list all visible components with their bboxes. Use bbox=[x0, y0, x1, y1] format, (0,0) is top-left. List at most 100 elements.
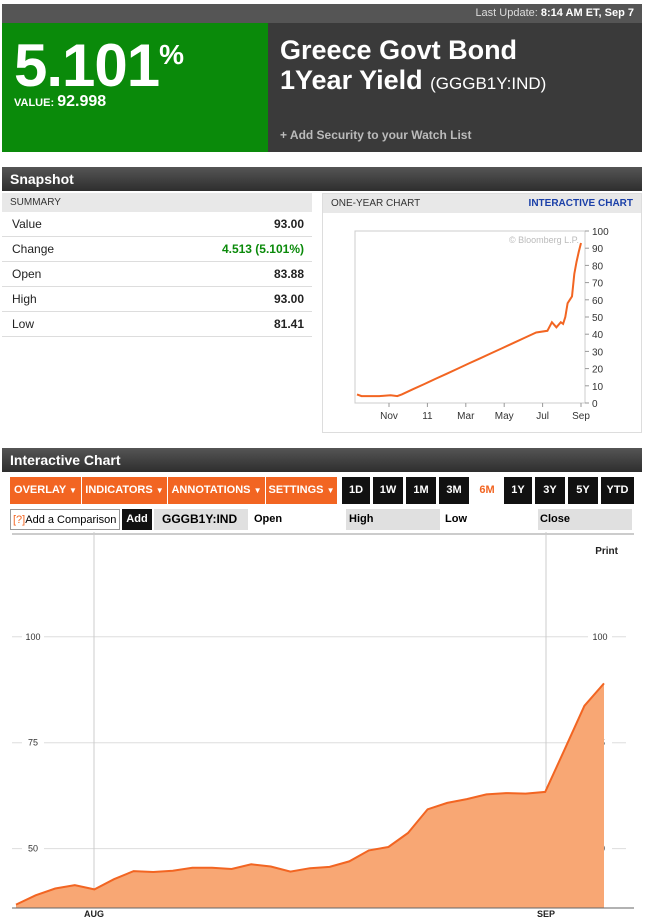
range-1m-button[interactable]: 1M bbox=[406, 477, 436, 504]
percent-sign: % bbox=[159, 39, 184, 70]
y-tick-text: 75 bbox=[28, 738, 38, 748]
summary-label: High bbox=[12, 292, 37, 306]
comparison-row: [?]Add a Comparison Add GGGB1Y:IND Open … bbox=[10, 509, 634, 531]
summary-row-open: Open 83.88 bbox=[2, 262, 312, 287]
summary-val-change: 4.513 (5.101%) bbox=[221, 242, 304, 256]
y-tick-label-left: 75 bbox=[22, 735, 44, 749]
y-tick-label: 20 bbox=[592, 365, 604, 376]
x-tick-label: SEP bbox=[537, 909, 555, 919]
label-bg bbox=[22, 629, 44, 643]
close-column-label: Close bbox=[538, 509, 632, 530]
y-tick-label-left: 100 bbox=[22, 629, 44, 643]
label-bg bbox=[22, 841, 44, 855]
summary-row-high: High 93.00 bbox=[2, 287, 312, 312]
add-comparison-placeholder: Add a Comparison bbox=[25, 514, 117, 526]
range-3y-button[interactable]: 3Y bbox=[535, 477, 565, 504]
x-tick-label: Nov bbox=[380, 411, 398, 422]
yield-line bbox=[15, 682, 605, 906]
help-icon[interactable]: [?] bbox=[13, 514, 26, 526]
interactive-chart: 50507575100100AUGSEP bbox=[12, 532, 634, 919]
title-line-2-text: 1Year Yield bbox=[280, 65, 423, 95]
print-link[interactable]: Print bbox=[595, 546, 618, 557]
settings-menu[interactable]: SETTINGS ▼ bbox=[266, 477, 338, 504]
range-1y-button[interactable]: 1Y bbox=[504, 477, 532, 504]
range-6m-button[interactable]: 6M bbox=[472, 477, 502, 504]
indicators-menu-label: INDICATORS bbox=[85, 484, 153, 496]
dropdown-arrow-icon: ▼ bbox=[326, 486, 335, 495]
add-to-watchlist-link[interactable]: + Add Security to your Watch List bbox=[280, 128, 472, 142]
range-1w-button[interactable]: 1W bbox=[373, 477, 403, 504]
y-tick-text: 50 bbox=[28, 844, 38, 854]
title-line-2: 1Year Yield (GGGB1Y:IND) bbox=[280, 65, 546, 99]
summary-val: 93.00 bbox=[273, 292, 304, 306]
y-tick-label: 80 bbox=[592, 261, 604, 272]
one-year-chart-title: ONE-YEAR CHART bbox=[331, 198, 421, 209]
yield-number: 5.101 bbox=[14, 32, 160, 99]
one-year-chart-panel: ONE-YEAR CHART INTERACTIVE CHART © Bloom… bbox=[322, 193, 642, 433]
summary-header: SUMMARY bbox=[2, 193, 312, 212]
label-bg bbox=[588, 629, 612, 643]
range-ytd-button[interactable]: YTD bbox=[601, 477, 634, 504]
y-tick-label: 10 bbox=[592, 382, 604, 393]
open-column-label: Open bbox=[254, 513, 283, 525]
y-tick-label: 50 bbox=[592, 313, 604, 324]
summary-val: 83.88 bbox=[273, 267, 304, 281]
yield-area bbox=[16, 683, 604, 908]
interactive-chart-link[interactable]: INTERACTIVE CHART bbox=[528, 198, 633, 209]
security-title: Greece Govt Bond 1Year Yield (GGGB1Y:IND… bbox=[280, 35, 546, 99]
chart-toolbar: OVERLAY ▼ INDICATORS ▼ ANNOTATIONS ▼ SET… bbox=[10, 477, 634, 505]
add-comparison-button[interactable]: Add bbox=[122, 509, 152, 530]
settings-menu-label: SETTINGS bbox=[268, 484, 324, 496]
summary-row-low: Low 81.41 bbox=[2, 312, 312, 337]
y-tick-text: 100 bbox=[25, 632, 40, 642]
y-tick-label: 90 bbox=[592, 244, 604, 255]
summary-table: SUMMARY Value 93.00 Change 4.513 (5.101%… bbox=[2, 193, 312, 337]
dropdown-arrow-icon: ▼ bbox=[253, 486, 262, 495]
summary-val: 93.00 bbox=[273, 217, 304, 231]
ticker-chip: GGGB1Y:IND bbox=[154, 509, 248, 530]
y-tick-label: 60 bbox=[592, 296, 604, 307]
last-update-value: 8:14 AM ET, Sep 7 bbox=[540, 7, 634, 19]
range-5y-button[interactable]: 5Y bbox=[568, 477, 598, 504]
summary-label: Value bbox=[12, 217, 42, 231]
summary-row-value: Value 93.00 bbox=[2, 212, 312, 237]
range-3m-button[interactable]: 3M bbox=[439, 477, 469, 504]
overlay-menu-label: OVERLAY bbox=[14, 484, 66, 496]
dropdown-arrow-icon: ▼ bbox=[155, 486, 164, 495]
dropdown-arrow-icon: ▼ bbox=[69, 486, 77, 495]
yield-line bbox=[356, 242, 582, 398]
security-title-panel: Greece Govt Bond 1Year Yield (GGGB1Y:IND… bbox=[268, 23, 642, 152]
one-year-chart-header: ONE-YEAR CHART INTERACTIVE CHART bbox=[323, 194, 641, 213]
interactive-chart-area[interactable]: Print 50507575100100AUGSEP bbox=[12, 532, 634, 919]
add-comparison-input[interactable]: [?]Add a Comparison bbox=[10, 509, 120, 530]
title-line-1: Greece Govt Bond bbox=[280, 35, 518, 65]
y-tick-label: 0 bbox=[592, 399, 598, 410]
x-tick-label: 11 bbox=[422, 411, 433, 422]
y-tick-text: 100 bbox=[592, 632, 607, 642]
summary-row-change: Change 4.513 (5.101%) bbox=[2, 237, 312, 262]
x-tick-label: Sep bbox=[572, 411, 590, 422]
range-1d-button[interactable]: 1D bbox=[342, 477, 370, 504]
y-tick-label-right: 100 bbox=[588, 629, 612, 643]
snapshot-section-header: Snapshot bbox=[2, 167, 642, 191]
one-year-chart: © Bloomberg L.P. 0 10 20 30 40 50 60 70 80 90 100 No… bbox=[354, 227, 609, 422]
x-tick-label: May bbox=[495, 411, 514, 422]
x-tick-label: Mar bbox=[457, 411, 475, 422]
last-update-bar: Last Update: 8:14 AM ET, Sep 7 bbox=[2, 4, 642, 23]
y-tick-label-left: 50 bbox=[22, 841, 44, 855]
plot-frame bbox=[354, 230, 586, 404]
annotations-menu[interactable]: ANNOTATIONS ▼ bbox=[168, 477, 266, 504]
last-update-label: Last Update: bbox=[475, 7, 538, 19]
y-tick-label: 40 bbox=[592, 330, 604, 341]
summary-label: Change bbox=[12, 242, 55, 256]
overlay-menu[interactable]: OVERLAY ▼ bbox=[10, 477, 82, 504]
y-tick-label: 100 bbox=[592, 227, 609, 238]
yield-panel: 5.101% VALUE: 92.998 bbox=[2, 23, 268, 152]
interactive-chart-section-header: Interactive Chart bbox=[2, 448, 642, 472]
indicators-menu[interactable]: INDICATORS ▼ bbox=[82, 477, 168, 504]
ticker-symbol: (GGGB1Y:IND) bbox=[430, 74, 547, 93]
summary-label: Low bbox=[12, 317, 35, 331]
annotations-menu-label: ANNOTATIONS bbox=[171, 484, 251, 496]
y-tick-label: 70 bbox=[592, 279, 604, 290]
y-tick-label: 30 bbox=[592, 347, 604, 358]
